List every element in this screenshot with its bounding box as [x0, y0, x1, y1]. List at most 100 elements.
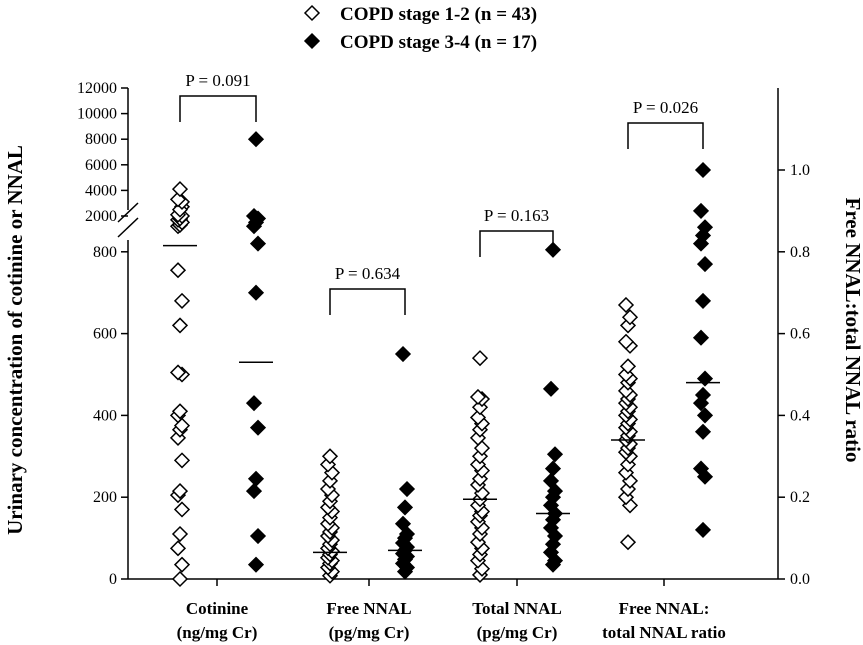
point-stage34: [544, 460, 562, 477]
point-stage12: [173, 556, 191, 573]
point-stage34: [245, 483, 263, 500]
left-tick-label: 10000: [77, 106, 117, 123]
point-stage34: [694, 423, 712, 440]
p-value-label: P = 0.163: [484, 206, 549, 225]
x-category-label-line1: Free NNAL: [326, 599, 411, 618]
p-value-bracket: [627, 122, 704, 149]
point-stage12: [171, 570, 189, 588]
right-tick-label: 1.0: [790, 162, 810, 179]
point-stage34: [694, 521, 712, 538]
p-value-brackets: P = 0.091 P = 0.634 P = 0.163 P = 0.026: [179, 71, 704, 315]
point-stage12: [469, 409, 487, 426]
right-tick-label: 0.2: [790, 489, 810, 506]
point-stage34: [247, 556, 265, 573]
point-stage34: [546, 446, 564, 463]
point-stage12: [171, 525, 189, 543]
point-stage12: [619, 358, 637, 375]
data-points: [169, 131, 714, 588]
left-tick-label: 4000: [85, 182, 117, 199]
axes: [117, 88, 779, 580]
point-stage34: [249, 527, 267, 545]
left-tick-label: 200: [93, 489, 117, 506]
right-tick-label: 0.6: [790, 326, 810, 343]
point-stage34: [249, 235, 267, 252]
y-axis-label-left: Urinary concentration of cotinine or NNA…: [3, 145, 27, 535]
point-stage34: [694, 386, 712, 404]
point-stage34: [396, 499, 414, 516]
point-stage34: [696, 370, 714, 387]
left-tick-label: 6000: [85, 157, 117, 174]
point-stage12: [617, 296, 635, 314]
right-tick-label: 0.4: [790, 407, 810, 424]
point-stage34: [245, 207, 263, 225]
point-stage34: [247, 470, 265, 487]
x-category-label-line1: Total NNAL: [472, 599, 562, 618]
point-stage12: [173, 292, 191, 309]
p-value-label: P = 0.634: [335, 264, 401, 283]
point-stage34: [692, 202, 710, 219]
point-stage12: [173, 452, 191, 469]
left-tick-label: 400: [93, 407, 117, 424]
point-stage12: [617, 333, 635, 350]
point-stage34: [249, 419, 267, 436]
legend-marker-stage12: [303, 4, 321, 22]
x-category-label-line2: total NNAL ratio: [602, 623, 726, 642]
point-stage12: [169, 364, 187, 381]
median-lines: [163, 244, 720, 554]
left-tick-label: 0: [109, 571, 117, 588]
point-stage34: [544, 241, 562, 258]
x-category-labels: Cotinine (ng/mg Cr) Free NNAL (pg/mg Cr) Tot…: [177, 599, 726, 642]
right-tick-label: 0.8: [790, 244, 810, 261]
p-value-label: P = 0.026: [633, 98, 698, 117]
point-stage34: [247, 284, 265, 301]
axis-break-mark-1: [117, 202, 139, 223]
right-tick-label: 0.0: [790, 571, 810, 588]
left-tick-label: 800: [93, 244, 117, 261]
point-stage12: [171, 181, 189, 198]
p-value-label: P = 0.091: [185, 71, 250, 90]
point-stage12: [619, 534, 637, 551]
point-stage34: [542, 380, 560, 397]
point-stage34: [692, 460, 710, 477]
left-tick-label: 8000: [85, 131, 117, 148]
x-category-label-line2: (ng/mg Cr): [177, 623, 258, 642]
point-stage12: [169, 191, 187, 208]
left-tick-label: 2000: [85, 208, 117, 225]
p-value-bracket: [479, 230, 554, 257]
point-stage12: [169, 540, 187, 557]
p-value-bracket: [329, 288, 406, 315]
y-axis-label-right: Free NNAL:total NNAL ratio: [841, 198, 863, 463]
point-stage12: [171, 403, 189, 420]
left-tick-label: 600: [93, 326, 117, 343]
point-stage12: [621, 309, 639, 326]
axis-break-mark-2: [117, 217, 139, 238]
point-stage34: [245, 395, 263, 412]
point-stage12: [169, 262, 187, 279]
point-stage34: [692, 329, 710, 346]
x-category-label-line2: (pg/mg Cr): [477, 623, 558, 642]
point-stage12: [173, 501, 191, 518]
x-axis-ticks: [216, 579, 665, 586]
point-stage12: [471, 350, 489, 367]
point-stage12: [469, 388, 487, 406]
right-axis-ticks: 0.0 0.2 0.4 0.6 0.8 1.0: [778, 162, 810, 588]
point-stage12: [171, 483, 189, 500]
point-stage34: [394, 515, 412, 532]
legend: COPD stage 1-2 (n = 43) COPD stage 3-4 (…: [303, 4, 537, 53]
x-category-label-line1: Free NNAL:: [619, 599, 710, 618]
point-stage12: [171, 317, 189, 334]
x-category-label-line2: (pg/mg Cr): [329, 623, 410, 642]
point-stage12: [321, 448, 339, 465]
point-stage34: [696, 219, 714, 236]
p-value-bracket: [179, 95, 257, 122]
point-stage34: [694, 161, 712, 179]
point-stage34: [394, 345, 412, 363]
legend-label-stage12: COPD stage 1-2 (n = 43): [340, 4, 537, 25]
left-axis-ticks: 0 200 400 600 800 2000 4000 6000 8000 10000 12000: [77, 80, 128, 588]
point-stage34: [696, 256, 714, 273]
point-stage34: [398, 480, 416, 498]
left-tick-label: 12000: [77, 80, 117, 97]
point-stage34: [247, 131, 265, 148]
point-stage34: [696, 407, 714, 424]
